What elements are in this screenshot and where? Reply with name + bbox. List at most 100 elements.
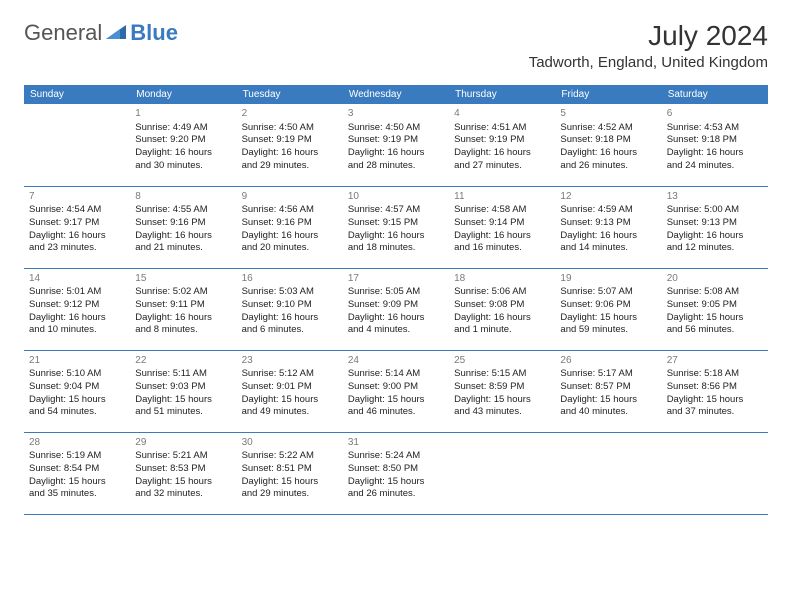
day-detail: Sunset: 9:03 PM <box>135 381 231 394</box>
day-detail: Sunset: 9:16 PM <box>242 217 338 230</box>
day-detail: Sunrise: 5:11 AM <box>135 368 231 381</box>
calendar-day-cell <box>449 432 555 514</box>
day-detail: and 54 minutes. <box>29 406 125 419</box>
calendar-day-cell: 28Sunrise: 5:19 AMSunset: 8:54 PMDayligh… <box>24 432 130 514</box>
day-detail: Sunset: 8:56 PM <box>667 381 763 394</box>
calendar-day-cell: 8Sunrise: 4:55 AMSunset: 9:16 PMDaylight… <box>130 186 236 268</box>
title-block: July 2024 Tadworth, England, United King… <box>529 20 768 71</box>
day-detail: Daylight: 16 hours <box>454 230 550 243</box>
day-detail: and 37 minutes. <box>667 406 763 419</box>
calendar-day-cell: 10Sunrise: 4:57 AMSunset: 9:15 PMDayligh… <box>343 186 449 268</box>
calendar-week-row: 1Sunrise: 4:49 AMSunset: 9:20 PMDaylight… <box>24 104 768 186</box>
day-detail: and 16 minutes. <box>454 242 550 255</box>
day-detail: and 23 minutes. <box>29 242 125 255</box>
day-detail: Daylight: 16 hours <box>348 312 444 325</box>
day-detail: and 26 minutes. <box>348 488 444 501</box>
day-number: 3 <box>348 107 444 121</box>
day-detail: Sunset: 9:13 PM <box>667 217 763 230</box>
day-number: 19 <box>560 272 656 286</box>
day-detail: Daylight: 16 hours <box>454 312 550 325</box>
day-detail: Daylight: 16 hours <box>242 147 338 160</box>
day-number: 30 <box>242 436 338 450</box>
day-detail: Sunrise: 5:22 AM <box>242 450 338 463</box>
day-detail: Daylight: 15 hours <box>348 476 444 489</box>
weekday-header: Saturday <box>662 85 768 104</box>
day-number: 7 <box>29 190 125 204</box>
day-detail: Sunrise: 4:53 AM <box>667 122 763 135</box>
day-detail: Daylight: 16 hours <box>667 147 763 160</box>
day-number: 13 <box>667 190 763 204</box>
day-detail: Sunset: 8:57 PM <box>560 381 656 394</box>
day-detail: and 51 minutes. <box>135 406 231 419</box>
day-detail: Sunrise: 5:05 AM <box>348 286 444 299</box>
day-detail: and 29 minutes. <box>242 488 338 501</box>
calendar-day-cell: 21Sunrise: 5:10 AMSunset: 9:04 PMDayligh… <box>24 350 130 432</box>
logo-text-general: General <box>24 20 102 46</box>
day-detail: Sunset: 9:12 PM <box>29 299 125 312</box>
day-detail: Daylight: 16 hours <box>667 230 763 243</box>
day-detail: Sunrise: 4:57 AM <box>348 204 444 217</box>
day-detail: Sunset: 9:17 PM <box>29 217 125 230</box>
day-detail: and 26 minutes. <box>560 160 656 173</box>
day-detail: Sunset: 9:19 PM <box>242 134 338 147</box>
calendar-day-cell: 11Sunrise: 4:58 AMSunset: 9:14 PMDayligh… <box>449 186 555 268</box>
day-detail: Daylight: 15 hours <box>667 312 763 325</box>
weekday-header: Monday <box>130 85 236 104</box>
day-detail: Sunrise: 5:08 AM <box>667 286 763 299</box>
day-detail: and 40 minutes. <box>560 406 656 419</box>
day-detail: Sunset: 8:53 PM <box>135 463 231 476</box>
calendar-day-cell: 24Sunrise: 5:14 AMSunset: 9:00 PMDayligh… <box>343 350 449 432</box>
day-detail: Daylight: 15 hours <box>242 394 338 407</box>
calendar-week-row: 7Sunrise: 4:54 AMSunset: 9:17 PM Daylight… <box>24 186 768 268</box>
logo-triangle-icon <box>106 25 126 41</box>
day-detail: Sunrise: 4:49 AM <box>135 122 231 135</box>
day-detail: Sunset: 9:19 PM <box>348 134 444 147</box>
calendar-day-cell: 27Sunrise: 5:18 AMSunset: 8:56 PMDayligh… <box>662 350 768 432</box>
calendar-day-cell: 4Sunrise: 4:51 AMSunset: 9:19 PMDaylight… <box>449 104 555 186</box>
header: General Blue July 2024 Tadworth, England… <box>24 20 768 71</box>
day-number: 5 <box>560 107 656 121</box>
day-detail: Sunset: 9:08 PM <box>454 299 550 312</box>
day-detail: Daylight: 16 hours <box>560 147 656 160</box>
day-detail: Sunrise: 5:14 AM <box>348 368 444 381</box>
day-number: 29 <box>135 436 231 450</box>
calendar-day-cell: 22Sunrise: 5:11 AMSunset: 9:03 PMDayligh… <box>130 350 236 432</box>
day-number: 22 <box>135 354 231 368</box>
day-detail: Sunset: 9:06 PM <box>560 299 656 312</box>
day-detail: Sunset: 9:14 PM <box>454 217 550 230</box>
calendar-day-cell <box>24 104 130 186</box>
day-detail: Sunrise: 4:50 AM <box>348 122 444 135</box>
day-detail: Sunset: 9:01 PM <box>242 381 338 394</box>
day-detail: Sunset: 8:59 PM <box>454 381 550 394</box>
day-number: 18 <box>454 272 550 286</box>
day-detail: Sunrise: 4:54 AM <box>29 204 125 217</box>
day-number: 28 <box>29 436 125 450</box>
day-detail: Daylight: 15 hours <box>560 312 656 325</box>
calendar-day-cell: 26Sunrise: 5:17 AMSunset: 8:57 PMDayligh… <box>555 350 661 432</box>
location: Tadworth, England, United Kingdom <box>529 54 768 71</box>
calendar-day-cell <box>662 432 768 514</box>
day-detail: Sunset: 9:05 PM <box>667 299 763 312</box>
weekday-header: Thursday <box>449 85 555 104</box>
calendar-day-cell: 9Sunrise: 4:56 AMSunset: 9:16 PMDaylight… <box>237 186 343 268</box>
day-detail: Daylight: 16 hours <box>348 147 444 160</box>
day-detail: and 32 minutes. <box>135 488 231 501</box>
calendar-day-cell: 23Sunrise: 5:12 AMSunset: 9:01 PMDayligh… <box>237 350 343 432</box>
day-detail: and 46 minutes. <box>348 406 444 419</box>
calendar-day-cell <box>555 432 661 514</box>
weekday-header: Wednesday <box>343 85 449 104</box>
logo: General Blue <box>24 20 178 46</box>
day-detail: Sunrise: 4:56 AM <box>242 204 338 217</box>
day-detail: Sunset: 9:10 PM <box>242 299 338 312</box>
day-number: 24 <box>348 354 444 368</box>
calendar-day-cell: 17Sunrise: 5:05 AMSunset: 9:09 PMDayligh… <box>343 268 449 350</box>
day-detail: Sunrise: 5:15 AM <box>454 368 550 381</box>
calendar-body: 1Sunrise: 4:49 AMSunset: 9:20 PMDaylight… <box>24 104 768 514</box>
day-number: 11 <box>454 190 550 204</box>
day-detail: Sunrise: 4:51 AM <box>454 122 550 135</box>
day-detail: Daylight: 15 hours <box>454 394 550 407</box>
day-detail: Sunset: 9:00 PM <box>348 381 444 394</box>
day-detail: Daylight: 16 hours <box>29 312 125 325</box>
day-number: 20 <box>667 272 763 286</box>
day-detail: Daylight: 16 hours <box>560 230 656 243</box>
